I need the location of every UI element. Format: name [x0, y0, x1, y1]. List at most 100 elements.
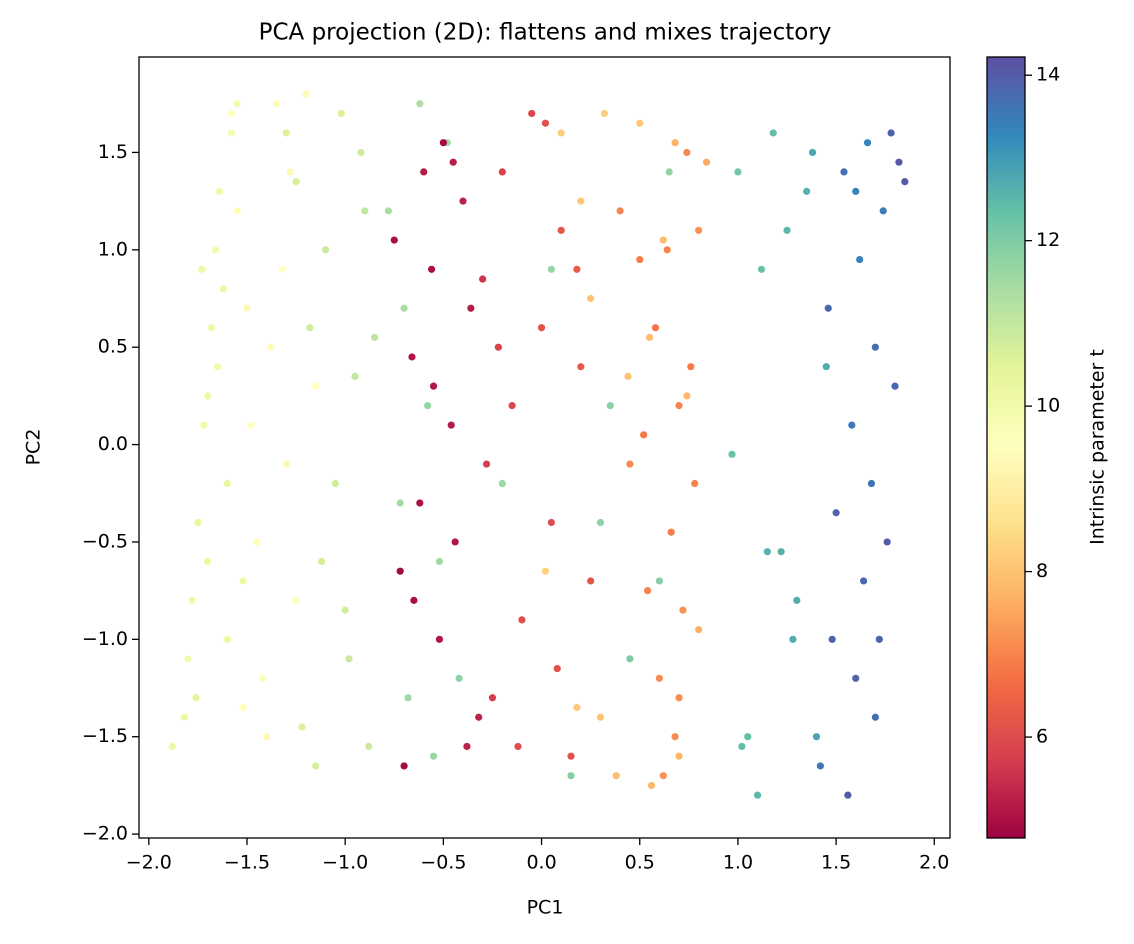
scatter-point	[840, 168, 848, 176]
chart-title: PCA projection (2D): flattens and mixes …	[259, 20, 832, 46]
scatter-point	[192, 694, 200, 702]
scatter-point	[528, 109, 536, 118]
scatter-point	[408, 353, 416, 361]
scatter-point	[783, 226, 791, 234]
scatter-point	[479, 275, 487, 283]
scatter-point	[573, 265, 581, 273]
scatter-point	[675, 402, 683, 410]
scatter-point	[467, 304, 475, 312]
x-tick-label: 2.0	[919, 852, 949, 874]
scatter-point	[243, 304, 251, 312]
scatter-point	[219, 285, 228, 293]
scatter-point	[215, 187, 224, 195]
scatter-point	[683, 392, 691, 400]
scatter-point	[663, 246, 671, 254]
scatter-point	[879, 207, 887, 215]
scatter-point	[832, 509, 840, 517]
scatter-point	[675, 694, 683, 702]
colorbar-tick-label: 14	[1036, 64, 1060, 86]
scatter-point	[396, 499, 404, 507]
y-tick-label: −1.5	[82, 725, 128, 747]
x-tick-label: −1.5	[224, 852, 270, 874]
scatter-point	[541, 567, 550, 575]
scatter-point	[292, 178, 300, 186]
scatter-point	[429, 752, 438, 760]
scatter-point	[213, 363, 222, 371]
scatter-point	[828, 635, 836, 643]
scatter-point	[803, 187, 811, 195]
scatter-point	[895, 158, 903, 166]
x-tick-label: 1.0	[723, 852, 753, 874]
scatter-point	[793, 596, 801, 604]
scatter-point	[371, 333, 379, 342]
scatter-point	[867, 479, 876, 488]
y-tick-label: 0.0	[98, 433, 128, 455]
scatter-point	[547, 265, 555, 273]
scatter-point	[636, 119, 644, 127]
colorbar-tick-label: 6	[1036, 726, 1048, 748]
scatter-point	[208, 324, 216, 332]
scatter-point	[312, 382, 320, 390]
scatter-point	[227, 129, 235, 137]
scatter-point	[553, 664, 561, 673]
scatter-point	[384, 207, 392, 215]
scatter-point	[626, 460, 634, 468]
scatter-point	[204, 557, 212, 566]
scatter-point	[420, 168, 428, 176]
scatter-point	[198, 265, 206, 273]
scatter-point	[247, 421, 255, 429]
scatter-point	[449, 158, 457, 166]
scatter-point	[679, 606, 687, 614]
scatter-point	[769, 129, 777, 137]
x-tick-label: 0.0	[526, 852, 556, 874]
scatter-point	[298, 723, 306, 731]
scatter-point	[651, 324, 660, 332]
scatter-point	[188, 596, 196, 604]
scatter-point	[547, 518, 555, 527]
scatter-point	[282, 129, 290, 137]
scatter-point	[659, 772, 667, 780]
scatter-point	[233, 100, 241, 108]
scatter-point	[361, 207, 369, 215]
x-tick-label: 0.5	[625, 852, 655, 874]
scatter-point	[302, 90, 310, 98]
scatter-point	[168, 742, 176, 751]
colorbar-tick-label: 12	[1036, 229, 1060, 251]
plot-frame	[138, 56, 951, 839]
scatter-point	[416, 499, 424, 507]
scatter-point	[204, 392, 212, 400]
scatter-point	[341, 606, 349, 614]
scatter-point	[901, 178, 909, 186]
scatter-point	[852, 674, 860, 682]
scatter-point	[875, 635, 883, 643]
y-tick-label: 1.0	[98, 238, 128, 260]
scatter-point	[410, 596, 418, 604]
scatter-point	[429, 382, 438, 390]
scatter-point	[567, 772, 575, 780]
scatter-point	[883, 538, 891, 546]
scatter-point	[596, 518, 605, 527]
scatter-point	[702, 158, 711, 166]
scatter-point	[357, 148, 365, 157]
scatter-point	[223, 479, 231, 488]
scatter-point	[763, 548, 771, 556]
scatter-point	[200, 421, 208, 429]
scatter-point	[587, 577, 595, 585]
scatter-point	[777, 548, 785, 556]
scatter-point	[494, 343, 502, 351]
scatter-point	[337, 109, 345, 118]
y-tick-label: −2.0	[82, 823, 128, 845]
colorbar-tick-label: 8	[1036, 560, 1048, 582]
scatter-point	[738, 742, 746, 751]
scatter-point	[871, 343, 879, 351]
scatter-point	[871, 713, 879, 721]
scatter-point	[728, 450, 736, 458]
scatter-point	[665, 168, 673, 176]
scatter-point	[541, 119, 550, 127]
scatter-point	[223, 635, 231, 643]
scatter-point	[596, 713, 605, 721]
x-tick-label: −1.0	[322, 852, 368, 874]
scatter-point	[695, 226, 703, 234]
scatter-point	[345, 655, 353, 663]
